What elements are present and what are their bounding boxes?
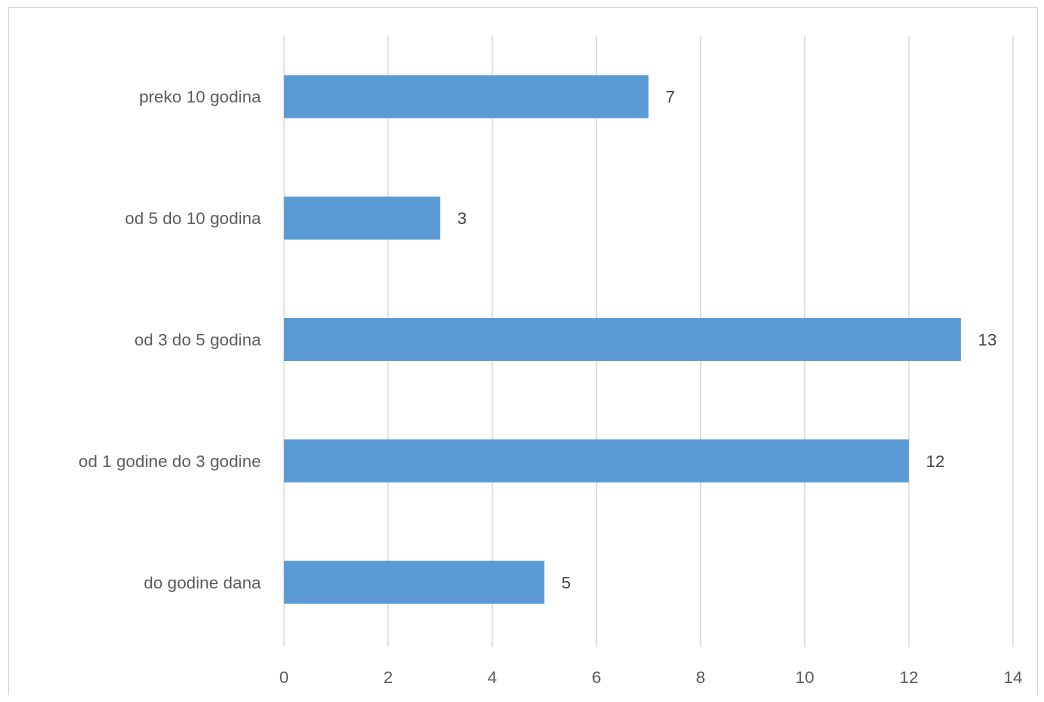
data-label-od-5-do-10-godina: 3 bbox=[457, 209, 466, 228]
x-tick-label-4: 4 bbox=[488, 668, 497, 687]
x-tick-label-6: 6 bbox=[592, 668, 601, 687]
data-labels: 7 3 13 12 5 bbox=[457, 88, 997, 593]
x-tick-label-10: 10 bbox=[795, 668, 814, 687]
bar-preko-10-godina bbox=[284, 75, 649, 119]
bar-do-godine-dana bbox=[284, 560, 545, 604]
bar-od-5-do-10-godina bbox=[284, 196, 441, 240]
category-label-od-3-do-5-godina: od 3 do 5 godina bbox=[134, 331, 261, 350]
data-label-do-godine-dana: 5 bbox=[561, 573, 570, 592]
category-label-od-5-do-10-godina: od 5 do 10 godina bbox=[125, 209, 262, 228]
x-tick-label-8: 8 bbox=[696, 668, 705, 687]
x-tick-label-0: 0 bbox=[279, 668, 288, 687]
category-labels: preko 10 godina od 5 do 10 godina od 3 do … bbox=[79, 88, 262, 593]
x-axis-tick-labels: 0 2 4 6 8 10 12 14 bbox=[279, 668, 1022, 687]
chart-frame bbox=[8, 7, 1038, 695]
data-label-od-1-godine-do-3-godine: 12 bbox=[926, 452, 945, 471]
category-label-od-1-godine-do-3-godine: od 1 godine do 3 godine bbox=[79, 452, 261, 471]
category-label-preko-10-godina: preko 10 godina bbox=[139, 88, 261, 107]
category-label-do-godine-dana: do godine dana bbox=[144, 573, 262, 592]
x-tick-label-12: 12 bbox=[899, 668, 918, 687]
data-label-preko-10-godina: 7 bbox=[666, 88, 675, 107]
data-label-od-3-do-5-godina: 13 bbox=[978, 331, 997, 350]
bars bbox=[284, 75, 961, 604]
x-tick-label-14: 14 bbox=[1004, 668, 1023, 687]
bar-od-1-godine-do-3-godine bbox=[284, 439, 909, 483]
x-tick-label-2: 2 bbox=[383, 668, 392, 687]
bar-od-3-do-5-godina bbox=[284, 318, 961, 361]
